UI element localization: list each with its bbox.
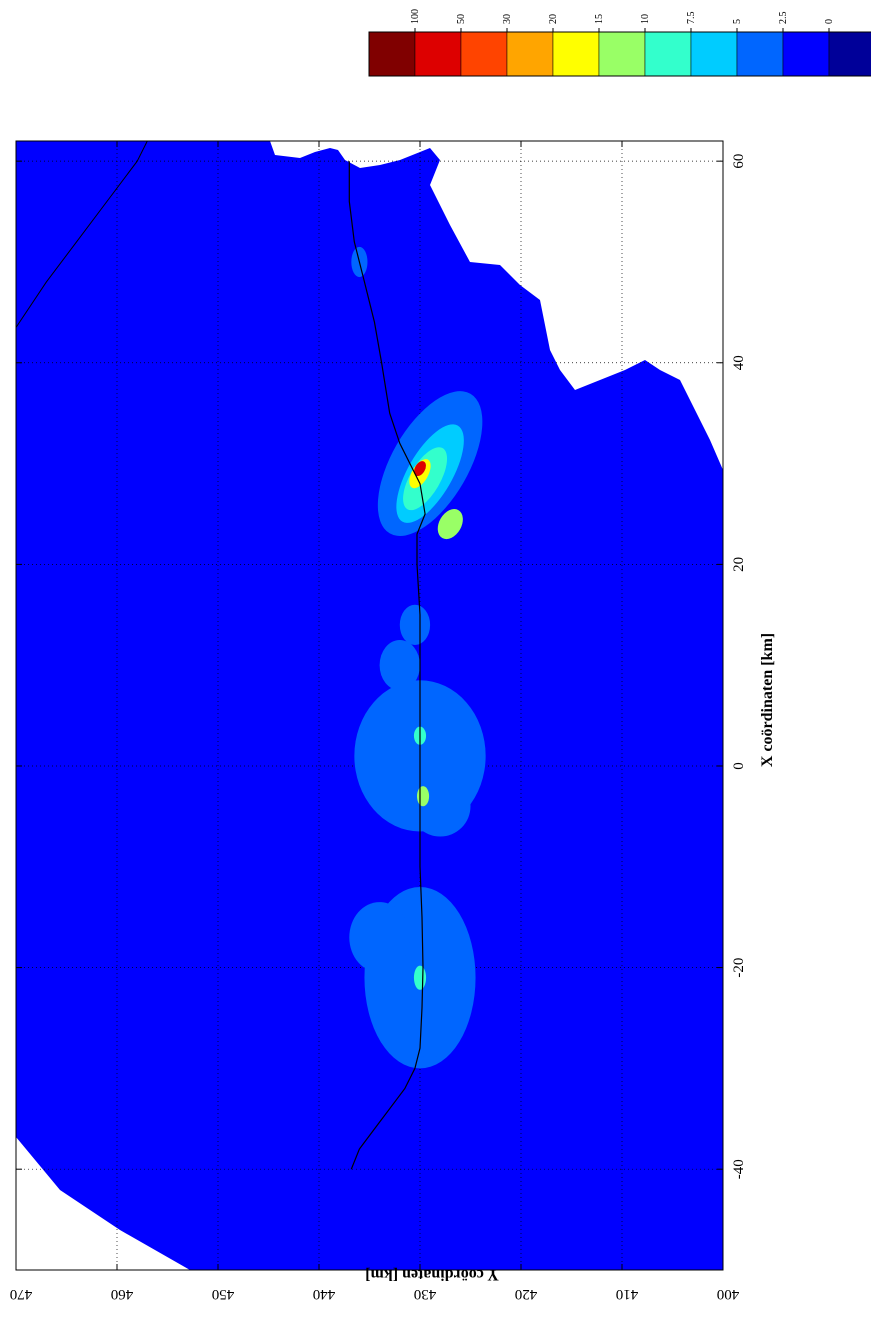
colorbar-swatch (782, 31, 830, 77)
plume-contour (416, 786, 430, 807)
plume-contour (414, 461, 426, 477)
colorbar-label: 10 (640, 14, 651, 24)
y-tick-label: 450 (212, 1286, 235, 1302)
plume-contour (437, 509, 463, 540)
plume-contour (349, 902, 410, 973)
y-tick-label: 470 (10, 1286, 33, 1302)
land-right-lower (600, 141, 660, 150)
plume-contour (399, 604, 431, 646)
land-right-coast (270, 141, 723, 470)
colorbar-label: 20 (548, 14, 559, 24)
colorbar-swatch (460, 31, 508, 77)
x-tick-label: 40 (731, 355, 747, 370)
y-tick-label: 440 (313, 1286, 336, 1302)
x-tick-label: 0 (731, 762, 747, 770)
colorbar-label: 100 (410, 9, 421, 24)
colorbar-label: 15 (594, 14, 605, 24)
y-tick-label: 420 (515, 1286, 538, 1302)
colorbar-swatch (828, 31, 871, 77)
colorbar-swatch (736, 31, 784, 77)
colorbar-swatch (414, 31, 462, 77)
colorbar-label: 2.5 (778, 12, 789, 25)
colorbar: 100 50 30 20 15 10 7.5 5 2.5 0 (368, 9, 871, 77)
colorbar-swatch (690, 31, 738, 77)
plume-contour (379, 639, 420, 691)
plume-contour (413, 965, 427, 990)
x-tick-label: 20 (731, 557, 747, 572)
y-tick-label: 400 (717, 1286, 740, 1302)
colorbar-label: 30 (502, 14, 513, 24)
land-islands (550, 150, 720, 345)
x-axis-label: X coördinaten [km] (759, 633, 776, 767)
y-tick-label: 410 (616, 1286, 639, 1302)
plume-contour (409, 776, 471, 837)
colorbar-label: 5 (732, 19, 743, 24)
y-tick-label: 430 (414, 1286, 437, 1302)
colorbar-swatch (506, 31, 554, 77)
colorbar-swatch (644, 31, 692, 77)
colorbar-swatch (368, 31, 416, 77)
colorbar-swatch (598, 31, 646, 77)
plot-area (15, 140, 724, 1271)
colorbar-label: 50 (456, 14, 467, 24)
plot-frame (15, 140, 724, 1271)
plume-contour (409, 997, 451, 1059)
y-tick-label: 460 (111, 1286, 134, 1302)
route-line (348, 161, 426, 1170)
colorbar-swatch (552, 31, 600, 77)
x-tick-label: 60 (731, 154, 747, 169)
y-axis-label: Y coördinaten [km] (365, 1266, 499, 1283)
colorbar-frame (368, 31, 871, 77)
colorbar-label: 7.5 (686, 12, 697, 25)
coastline-line (16, 141, 148, 328)
x-tick-label: -20 (731, 958, 747, 978)
x-tick-label: -40 (731, 1159, 747, 1179)
colorbar-label: 0 (824, 19, 835, 24)
